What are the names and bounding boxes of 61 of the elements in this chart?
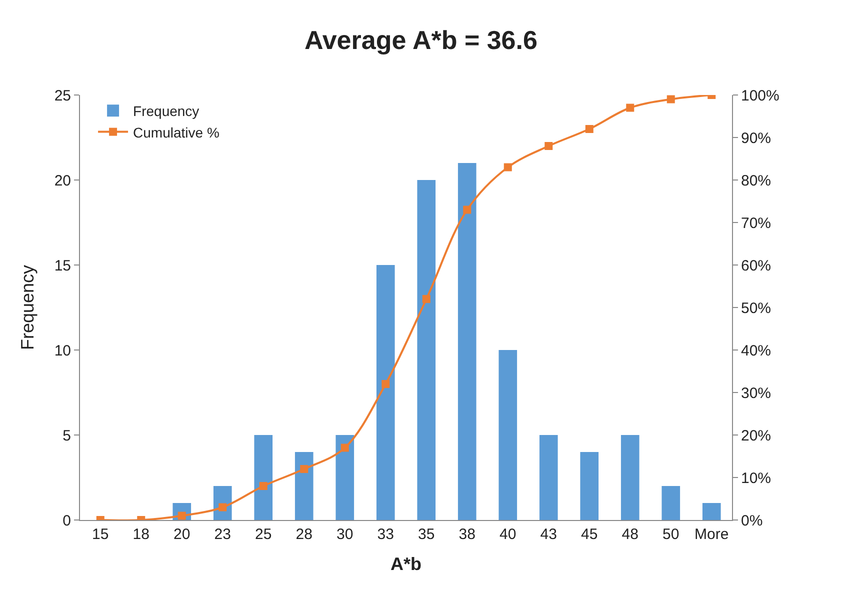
y2-tick-label: 40% bbox=[741, 342, 772, 360]
x-tick-label: 15 bbox=[92, 526, 109, 543]
x-tick-label: 35 bbox=[418, 526, 435, 543]
x-axis-title: A*b bbox=[390, 554, 422, 574]
point bbox=[300, 465, 308, 473]
x-tick-label: 45 bbox=[581, 526, 598, 543]
x-tick-label: 38 bbox=[458, 526, 476, 543]
legend-label: Cumulative % bbox=[133, 124, 220, 140]
y2-tick-label: 10% bbox=[741, 470, 772, 487]
point bbox=[422, 295, 430, 303]
y2-tick-label: 0% bbox=[741, 512, 763, 530]
bar bbox=[376, 265, 395, 520]
x-tick-label: 33 bbox=[377, 526, 394, 543]
x-tick-label: 43 bbox=[540, 526, 557, 543]
y-tick-label: 15 bbox=[54, 257, 71, 274]
y-tick-label: 10 bbox=[54, 342, 71, 360]
legend-label: Frequency bbox=[133, 103, 200, 120]
y2-tick-label: 70% bbox=[741, 214, 772, 232]
y2-tick-label: 60% bbox=[741, 257, 772, 274]
bar bbox=[620, 435, 640, 520]
point bbox=[463, 206, 472, 214]
point bbox=[544, 142, 553, 150]
y2-tick-label: 100% bbox=[741, 87, 780, 104]
y2-tick-label: 90% bbox=[741, 130, 772, 147]
bar bbox=[336, 435, 354, 520]
y-tick-label: 25 bbox=[54, 87, 71, 104]
bar bbox=[294, 452, 314, 520]
y2-tick-label: 80% bbox=[741, 172, 772, 190]
y-tick-label: 5 bbox=[62, 427, 71, 444]
x-tick-label: 40 bbox=[500, 526, 516, 543]
x-tick-label: 18 bbox=[132, 526, 150, 543]
point bbox=[666, 95, 675, 104]
bar bbox=[458, 163, 476, 520]
x-tick-label: 25 bbox=[255, 526, 272, 543]
y-axis-title: Frequency bbox=[18, 264, 38, 350]
point bbox=[504, 163, 512, 172]
point bbox=[382, 380, 390, 388]
y2-tick-label: 50% bbox=[741, 300, 772, 317]
x-tick-label: 23 bbox=[214, 526, 231, 543]
y-tick-label: 0 bbox=[62, 512, 71, 530]
x-tick-label: 50 bbox=[662, 526, 680, 543]
x-tick-label: 28 bbox=[296, 526, 312, 543]
bar bbox=[580, 452, 599, 520]
point bbox=[259, 482, 268, 490]
y2-tick-label: 20% bbox=[741, 427, 772, 444]
bar bbox=[254, 435, 273, 520]
y-tick-label: 20 bbox=[54, 172, 71, 190]
point bbox=[340, 444, 349, 452]
bar bbox=[417, 180, 436, 520]
bar bbox=[702, 503, 721, 520]
x-tick-label: 20 bbox=[174, 526, 190, 543]
x-tick-label: 48 bbox=[622, 526, 638, 543]
x-tick-label: More bbox=[694, 526, 729, 543]
point bbox=[585, 125, 594, 133]
bar bbox=[662, 486, 680, 520]
chart-title: Average A*b = 36.6 bbox=[304, 24, 538, 55]
y2-tick-label: 30% bbox=[741, 384, 772, 402]
bar bbox=[498, 350, 518, 520]
point bbox=[626, 104, 634, 112]
bar bbox=[539, 435, 558, 520]
x-tick-label: 30 bbox=[336, 526, 354, 543]
